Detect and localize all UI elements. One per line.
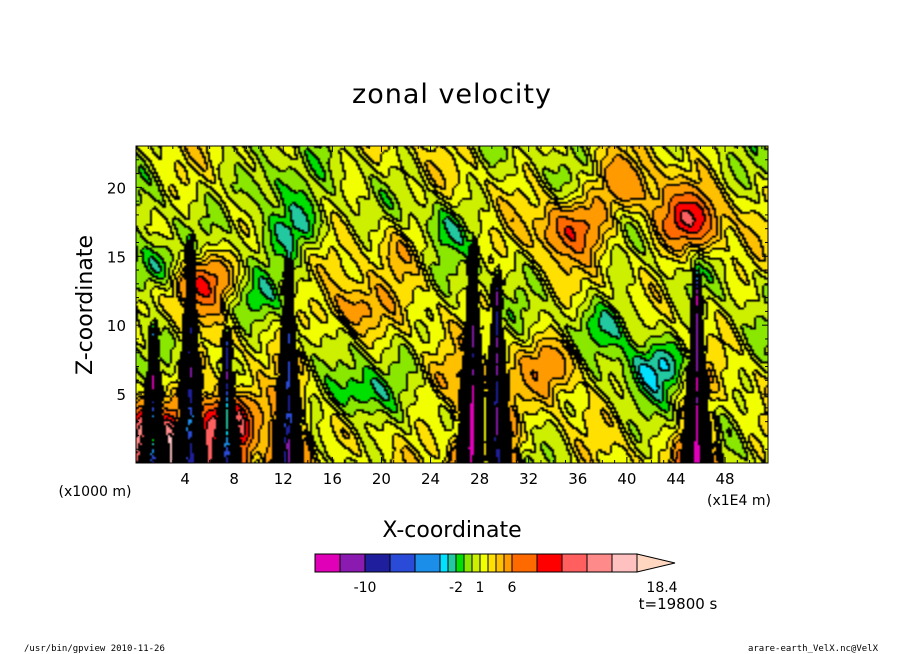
plot-frame [135,145,769,464]
x-tick-label: 24 [421,470,440,488]
colorbar-segment [586,553,613,573]
colorbar-segment [414,553,441,573]
y-tick-label: 5 [116,386,126,404]
colorbar-segment [463,553,473,573]
colorbar-arrow [636,553,676,573]
footer-right: arare-earth_VelX.nc@VelX [748,644,879,654]
time-label: t=19800 s [639,595,718,613]
colorbar-segment [511,553,538,573]
y-axis-label: Z-coordinate [73,235,98,375]
colorbar-segment [561,553,588,573]
colorbar-tick-label: 18.4 [646,580,677,596]
y-tick-label: 10 [107,317,126,335]
colorbar-tick-label: -2 [449,580,463,596]
colorbar-segment [439,553,449,573]
colorbar-segment [611,553,638,573]
x-tick-label: 28 [470,470,489,488]
colorbar [314,553,676,573]
x-tick-label: 40 [617,470,636,488]
colorbar-labels: -10 -2 1 6 18.4 [354,580,678,596]
colorbar-segment [503,553,513,573]
colorbar-segment [536,553,563,573]
x-tick-label: 44 [666,470,685,488]
x-axis: 4 8 12 16 20 24 28 32 36 40 44 48 [147,146,763,488]
x-tick-label: 12 [274,470,293,488]
colorbar-segment [314,553,341,573]
colorbar-segment [487,553,497,573]
colorbar-segment [495,553,505,573]
y-tick-label: 15 [107,248,126,266]
x-tick-label: 20 [372,470,391,488]
x-unit-label: (x1E4 m) [707,493,771,509]
colorbar-tick-label: 6 [508,580,517,596]
colorbar-segment [455,553,465,573]
colorbar-segment [339,553,366,573]
x-tick-label: 8 [229,470,239,488]
chart-title: zonal velocity [352,79,552,110]
x-tick-label: 48 [716,470,735,488]
x-tick-label: 36 [568,470,587,488]
velocity-field [136,146,768,463]
colorbar-segment [471,553,481,573]
y-tick-label: 20 [107,179,126,197]
x-tick-label: 32 [519,470,538,488]
colorbar-segment [364,553,391,573]
x-axis-label: X-coordinate [382,518,521,543]
colorbar-segment [479,553,489,573]
footer-left: /usr/bin/gpview 2010-11-26 [24,644,165,654]
y-axis: 5 10 15 20 [107,159,768,450]
colorbar-segment [447,553,457,573]
colorbar-segment [389,553,416,573]
colorbar-tick-label: 1 [476,580,485,596]
x-tick-label: 16 [323,470,342,488]
x-tick-label: 4 [180,470,190,488]
y-unit-label: (x1000 m) [59,484,132,500]
colorbar-tick-label: -10 [354,580,377,596]
